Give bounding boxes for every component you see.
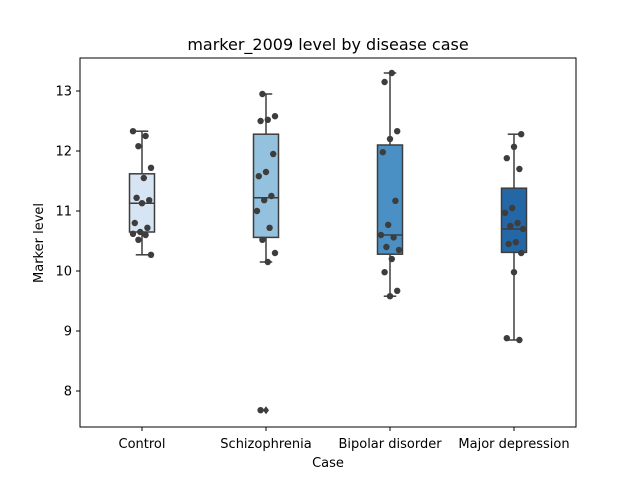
data-point-major-depression xyxy=(516,165,523,173)
data-point-major-depression xyxy=(501,209,509,216)
x-tick-label: Major depression xyxy=(458,437,569,452)
data-point-schizophrenia xyxy=(259,236,266,243)
data-point-major-depression xyxy=(503,155,510,162)
data-point-control xyxy=(142,231,149,239)
data-point-control xyxy=(147,251,155,258)
data-point-control xyxy=(144,224,151,231)
axes-frame xyxy=(79,57,577,428)
data-point-major-depression xyxy=(519,225,527,233)
data-point-bipolar-disorder xyxy=(381,78,388,86)
box-schizophrenia xyxy=(252,133,280,239)
data-point-schizophrenia xyxy=(266,224,273,231)
data-point-bipolar-disorder xyxy=(377,231,385,239)
data-point-control xyxy=(142,132,149,140)
x-axis-title: Case xyxy=(312,456,344,471)
data-point-bipolar-disorder xyxy=(386,293,394,300)
x-tick-label: Schizophrenia xyxy=(220,437,311,452)
x-tick-label: Bipolar disorder xyxy=(338,437,442,452)
data-point-schizophrenia xyxy=(264,116,271,124)
data-point-bipolar-disorder xyxy=(392,197,399,204)
data-point-bipolar-disorder xyxy=(386,135,394,143)
data-point-control xyxy=(131,219,138,227)
data-point-control xyxy=(129,128,137,135)
y-tick-label: 9 xyxy=(64,325,72,340)
data-point-bipolar-disorder xyxy=(394,287,401,294)
data-point-major-depression xyxy=(518,249,525,257)
y-tick-label: 8 xyxy=(64,385,72,400)
y-tick-label: 10 xyxy=(55,265,72,280)
data-point-major-depression xyxy=(507,222,514,230)
data-point-bipolar-disorder xyxy=(385,221,392,228)
x-tick-label: Control xyxy=(119,437,166,452)
y-tick-label: 11 xyxy=(55,205,72,220)
data-point-schizophrenia xyxy=(259,90,266,98)
data-point-major-depression xyxy=(505,240,512,248)
data-point-major-depression xyxy=(510,143,518,150)
data-point-bipolar-disorder xyxy=(388,69,395,77)
data-point-bipolar-disorder xyxy=(390,234,397,241)
y-tick-label: 12 xyxy=(55,145,72,160)
data-point-control xyxy=(147,164,155,171)
data-point-major-depression xyxy=(512,239,519,246)
data-point-major-depression xyxy=(516,336,523,344)
data-point-control xyxy=(137,228,144,236)
data-point-schizophrenia xyxy=(257,117,264,125)
data-point-major-depression xyxy=(509,204,516,212)
data-point-control xyxy=(140,174,147,182)
data-point-control xyxy=(135,236,142,243)
data-point-major-depression xyxy=(514,219,521,227)
data-point-bipolar-disorder xyxy=(395,246,403,254)
data-point-major-depression xyxy=(510,269,518,276)
data-point-control xyxy=(146,197,153,204)
data-point-schizophrenia xyxy=(261,197,268,204)
data-point-schizophrenia xyxy=(262,168,270,176)
data-point-major-depression xyxy=(518,131,525,138)
data-point-schizophrenia xyxy=(257,407,264,414)
data-point-schizophrenia xyxy=(253,207,261,215)
data-point-schizophrenia xyxy=(270,150,277,158)
data-point-schizophrenia xyxy=(255,173,262,180)
data-point-bipolar-disorder xyxy=(383,243,390,251)
data-point-bipolar-disorder xyxy=(394,128,401,135)
data-point-schizophrenia xyxy=(268,192,275,200)
data-point-bipolar-disorder xyxy=(388,255,395,263)
plot-area: 8 9 10 11 12 13 Control Schizophrenia Bipolar di… xyxy=(55,57,577,452)
data-point-bipolar-disorder xyxy=(379,149,386,156)
data-point-control xyxy=(133,194,140,201)
data-point-bipolar-disorder xyxy=(381,269,388,276)
data-point-major-depression xyxy=(503,335,510,342)
y-axis-title: Marker level xyxy=(32,203,47,283)
data-point-schizophrenia xyxy=(271,113,279,120)
y-tick-label: 13 xyxy=(55,85,72,100)
data-point-control xyxy=(129,230,137,237)
data-point-schizophrenia xyxy=(264,258,271,266)
chart-title: marker_2009 level by disease case xyxy=(187,35,468,55)
outlier-marker-schizophrenia xyxy=(263,406,269,415)
data-point-control xyxy=(135,143,142,150)
data-point-schizophrenia xyxy=(271,249,279,257)
data-point-control xyxy=(138,200,146,207)
